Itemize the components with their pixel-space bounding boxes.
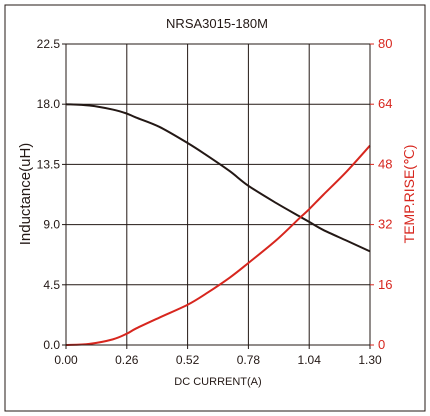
y2-tick-label: 48 bbox=[378, 156, 392, 171]
x-tick-label: 0.00 bbox=[54, 353, 78, 367]
x-tick-label: 0.78 bbox=[237, 353, 261, 367]
y2-axis-label: TEMP.RISE(℃) bbox=[401, 145, 417, 244]
series-group bbox=[65, 103, 371, 346]
y2-tick-label: 16 bbox=[378, 277, 392, 292]
chart-title: NRSA3015-180M bbox=[166, 16, 268, 31]
y-axis-label: Inductance(uH) bbox=[17, 143, 34, 246]
x-tick-label: 0.26 bbox=[115, 353, 139, 367]
y-tick-label: 18.0 bbox=[37, 97, 61, 111]
x-tick-label: 1.04 bbox=[298, 353, 322, 367]
y2-tick-label: 32 bbox=[378, 217, 392, 232]
chart-frame bbox=[4, 4, 426, 412]
y-tick-label: 9.0 bbox=[43, 218, 60, 232]
y-tick-label: 13.5 bbox=[37, 157, 61, 171]
y-tick-label: 0.0 bbox=[43, 338, 60, 352]
tick-labels: 0.00 0.26 0.52 0.78 1.04 1.30 0.0 4.5 9.0 13.5 18.… bbox=[37, 36, 393, 367]
inductance-series-line bbox=[65, 103, 371, 253]
y2-tick-label: 64 bbox=[378, 96, 392, 111]
y-tick-label: 4.5 bbox=[43, 278, 60, 292]
plot-area-border bbox=[65, 43, 371, 346]
x-tick-label: 0.52 bbox=[176, 353, 200, 367]
y2-tick-label: 80 bbox=[378, 36, 392, 51]
x-axis-label: DC CURRENT(A) bbox=[174, 376, 261, 388]
y-tick-label: 22.5 bbox=[37, 37, 61, 51]
y2-tick-label: 0 bbox=[378, 337, 385, 352]
x-tick-label: 1.30 bbox=[358, 353, 382, 367]
temp-rise-series-line bbox=[65, 144, 371, 346]
